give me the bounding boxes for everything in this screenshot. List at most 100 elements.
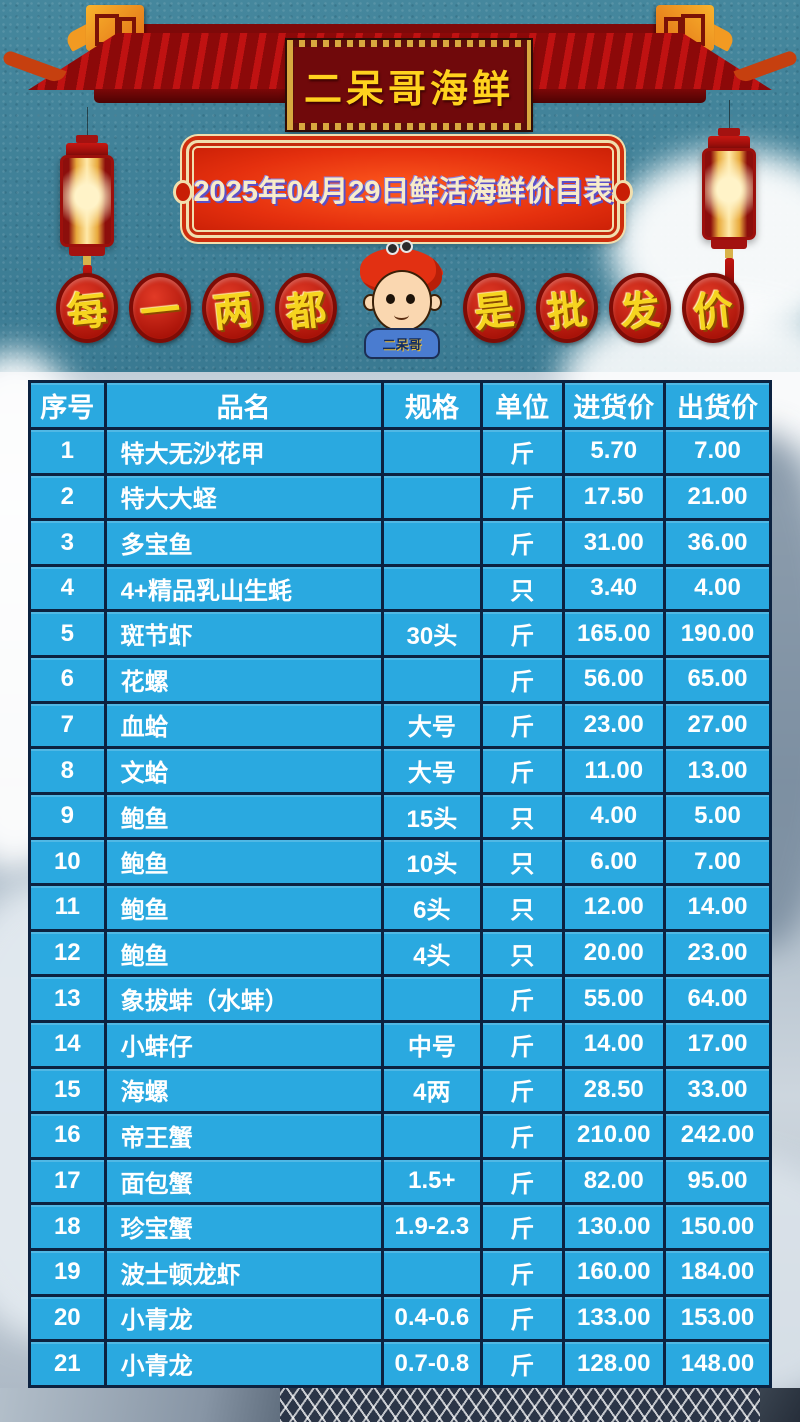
- table-cell: 7.00: [663, 427, 772, 476]
- table-cell: 斤: [480, 1339, 565, 1388]
- table-cell: 11: [28, 883, 107, 932]
- col-header-name: 品名: [103, 380, 384, 430]
- table-cell: 血蛤: [103, 700, 384, 750]
- table-cell: 165.00: [561, 609, 667, 659]
- table-cell: 33.00: [663, 1065, 772, 1115]
- table-row: 20 小青龙 0.4-0.6 斤 133.00 153.00: [28, 1293, 772, 1343]
- table-cell: 7.00: [663, 837, 772, 887]
- mascot-shirt: 二呆哥: [364, 328, 440, 359]
- date-title-banner: 2025年04月29日鲜活海鲜价目表: [173, 140, 633, 238]
- table-row: 9 鲍鱼 15头只 4.00 5.00: [28, 791, 772, 841]
- table-cell: 56.00: [561, 655, 667, 704]
- mascot-boy-icon: 二呆哥: [348, 240, 452, 359]
- table-cell: 15头: [380, 791, 484, 841]
- table-row: 8 文蛤 大号斤 11.00 13.00: [28, 746, 772, 795]
- table-cell: 28.50: [561, 1065, 667, 1115]
- table-row: 5 斑节虾 30头斤 165.00 190.00: [28, 609, 772, 659]
- table-cell: 13.00: [663, 746, 772, 795]
- table-cell: 花螺: [103, 655, 384, 704]
- col-header-spec: 规格: [380, 380, 484, 430]
- table-cell: 55.00: [561, 974, 667, 1023]
- table-cell: 多宝鱼: [103, 518, 384, 567]
- table-cell: 斤: [480, 655, 565, 704]
- roof-eave-curl-right: [733, 49, 799, 85]
- temple-roof-decoration: [0, 0, 800, 140]
- table-cell: 小青龙: [103, 1339, 384, 1388]
- table-cell: 大号: [380, 746, 484, 795]
- table-cell: 82.00: [561, 1156, 667, 1206]
- table-cell: 只: [480, 883, 565, 932]
- table-cell: 斤: [480, 518, 565, 567]
- tagline-right: 是批发价: [463, 273, 744, 343]
- tagline-medallion: 价: [682, 273, 744, 343]
- shop-name-plaque: 二呆哥海鲜: [287, 40, 531, 130]
- table-cell: 斤: [480, 1202, 565, 1251]
- table-cell: 5: [28, 609, 107, 659]
- photo-dark-tiles: [760, 1388, 800, 1422]
- table-row: 19 波士顿龙虾 斤 160.00 184.00: [28, 1247, 772, 1297]
- mascot-eye: [406, 294, 415, 304]
- lantern-base: [711, 240, 747, 249]
- table-cell: [380, 472, 484, 522]
- table-cell: 23.00: [663, 928, 772, 978]
- table-cell: [380, 563, 484, 613]
- table-cell: 21.00: [663, 472, 772, 522]
- tagline-medallion: 发: [609, 273, 671, 343]
- table-cell: 17.00: [663, 1019, 772, 1069]
- table-cell: [380, 1247, 484, 1297]
- tagline-char: 都: [284, 288, 329, 336]
- col-header-sell-price: 出货价: [663, 380, 772, 430]
- table-cell: 130.00: [561, 1202, 667, 1251]
- table-cell: 8: [28, 746, 107, 795]
- col-header-unit: 单位: [480, 380, 565, 430]
- table-cell: 斤: [480, 746, 565, 795]
- table-cell: 6头: [380, 883, 484, 932]
- table-cell: 13: [28, 974, 107, 1023]
- table-cell: 10头: [380, 837, 484, 887]
- table-cell: [380, 427, 484, 476]
- table-cell: 150.00: [663, 1202, 772, 1251]
- table-cell: 大号: [380, 700, 484, 750]
- lantern-body: [702, 148, 756, 240]
- table-cell: 36.00: [663, 518, 772, 567]
- table-cell: 只: [480, 837, 565, 887]
- table-cell: 19: [28, 1247, 107, 1297]
- table-cell: 9: [28, 791, 107, 841]
- table-cell: 160.00: [561, 1247, 667, 1297]
- table-cell: 小青龙: [103, 1293, 384, 1343]
- lantern-base: [69, 247, 105, 256]
- table-cell: 15: [28, 1065, 107, 1115]
- table-cell: 3: [28, 518, 107, 567]
- table-cell: 6: [28, 655, 107, 704]
- table-cell: [380, 655, 484, 704]
- table-row: 1 特大无沙花甲 斤 5.70 7.00: [28, 427, 772, 476]
- tagline-medallion: 两: [202, 273, 264, 343]
- lantern-collar: [83, 256, 91, 265]
- mascot-shirt-label: 二呆哥: [382, 337, 422, 352]
- table-cell: 帝王蟹: [103, 1111, 384, 1160]
- table-row: 21 小青龙 0.7-0.8 斤 128.00 148.00: [28, 1339, 772, 1388]
- crayfish-eye: [386, 242, 399, 255]
- table-row: 6 花螺 斤 56.00 65.00: [28, 655, 772, 704]
- table-cell: 1: [28, 427, 107, 476]
- table-cell: 斤: [480, 1111, 565, 1160]
- lantern-collar: [725, 249, 733, 258]
- table-cell: 斤: [480, 1019, 565, 1069]
- table-cell: 只: [480, 791, 565, 841]
- tagline-medallion: 都: [275, 273, 337, 343]
- table-cell: 斤: [480, 1156, 565, 1206]
- tagline-char: 每: [65, 288, 110, 336]
- table-row: 11 鲍鱼 6头只 12.00 14.00: [28, 883, 772, 932]
- table-cell: 面包蟹: [103, 1156, 384, 1206]
- table-row: 16 帝王蟹 斤 210.00 242.00: [28, 1111, 772, 1160]
- tagline-medallion: 是: [463, 273, 525, 343]
- table-cell: 5.00: [663, 791, 772, 841]
- table-cell: 特大大蛏: [103, 472, 384, 522]
- table-cell: 12.00: [561, 883, 667, 932]
- table-cell: 特大无沙花甲: [103, 427, 384, 476]
- table-row: 4 4+精品乳山生蚝 只 3.40 4.00: [28, 563, 772, 613]
- table-cell: 斤: [480, 609, 565, 659]
- table-cell: 95.00: [663, 1156, 772, 1206]
- tagline-row: 每一两都 二呆哥 是批发价: [0, 240, 800, 360]
- table-cell: 27.00: [663, 700, 772, 750]
